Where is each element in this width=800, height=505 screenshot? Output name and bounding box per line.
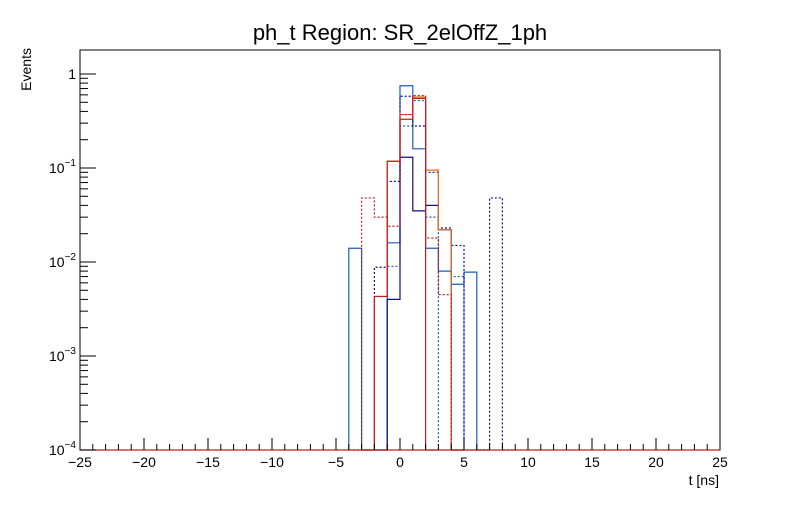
x-axis: −25 −20 −15 −10 −5 0 5 10 15 20 25 [68, 438, 728, 470]
x-tick-label: −5 [328, 454, 344, 470]
histogram-line [386, 100, 465, 450]
x-tick-label: 20 [648, 454, 664, 470]
x-tick-label: 15 [584, 454, 600, 470]
histogram-series-2 [374, 156, 464, 451]
y-tick-label: 10−1 [49, 158, 76, 176]
y-tick-label: 10−3 [49, 346, 76, 364]
y-tick-label: 1 [68, 66, 76, 82]
y-axis-label: Events [18, 48, 34, 91]
x-tick-label: −10 [260, 454, 284, 470]
histogram-line [373, 95, 516, 451]
x-tick-label: −15 [196, 454, 220, 470]
x-tick-label: −25 [68, 454, 92, 470]
x-tick-label: −20 [132, 454, 156, 470]
x-tick-label: 25 [712, 454, 728, 470]
histogram-series-0 [348, 85, 490, 451]
histogram-series-group [80, 85, 720, 451]
x-axis-label: t [ns] [689, 472, 719, 488]
histogram-series-4 [361, 96, 464, 451]
x-tick-label: 10 [520, 454, 536, 470]
histogram-series-3 [373, 95, 516, 451]
histogram-line [348, 94, 464, 451]
chart-title: ph_t Region: SR_2elOffZ_1ph [253, 20, 547, 45]
histogram-series-1 [386, 100, 465, 450]
x-tick-label: 0 [396, 454, 404, 470]
histogram-line [348, 85, 490, 451]
y-tick-label: 10−2 [49, 252, 76, 270]
y-tick-label: 10−4 [49, 440, 76, 458]
histogram-line [374, 156, 464, 451]
histogram-series-6 [348, 94, 464, 451]
y-axis: 10−4 10−3 10−2 10−1 1 [49, 66, 96, 458]
histogram-line [361, 96, 464, 451]
x-tick-label: 5 [460, 454, 468, 470]
